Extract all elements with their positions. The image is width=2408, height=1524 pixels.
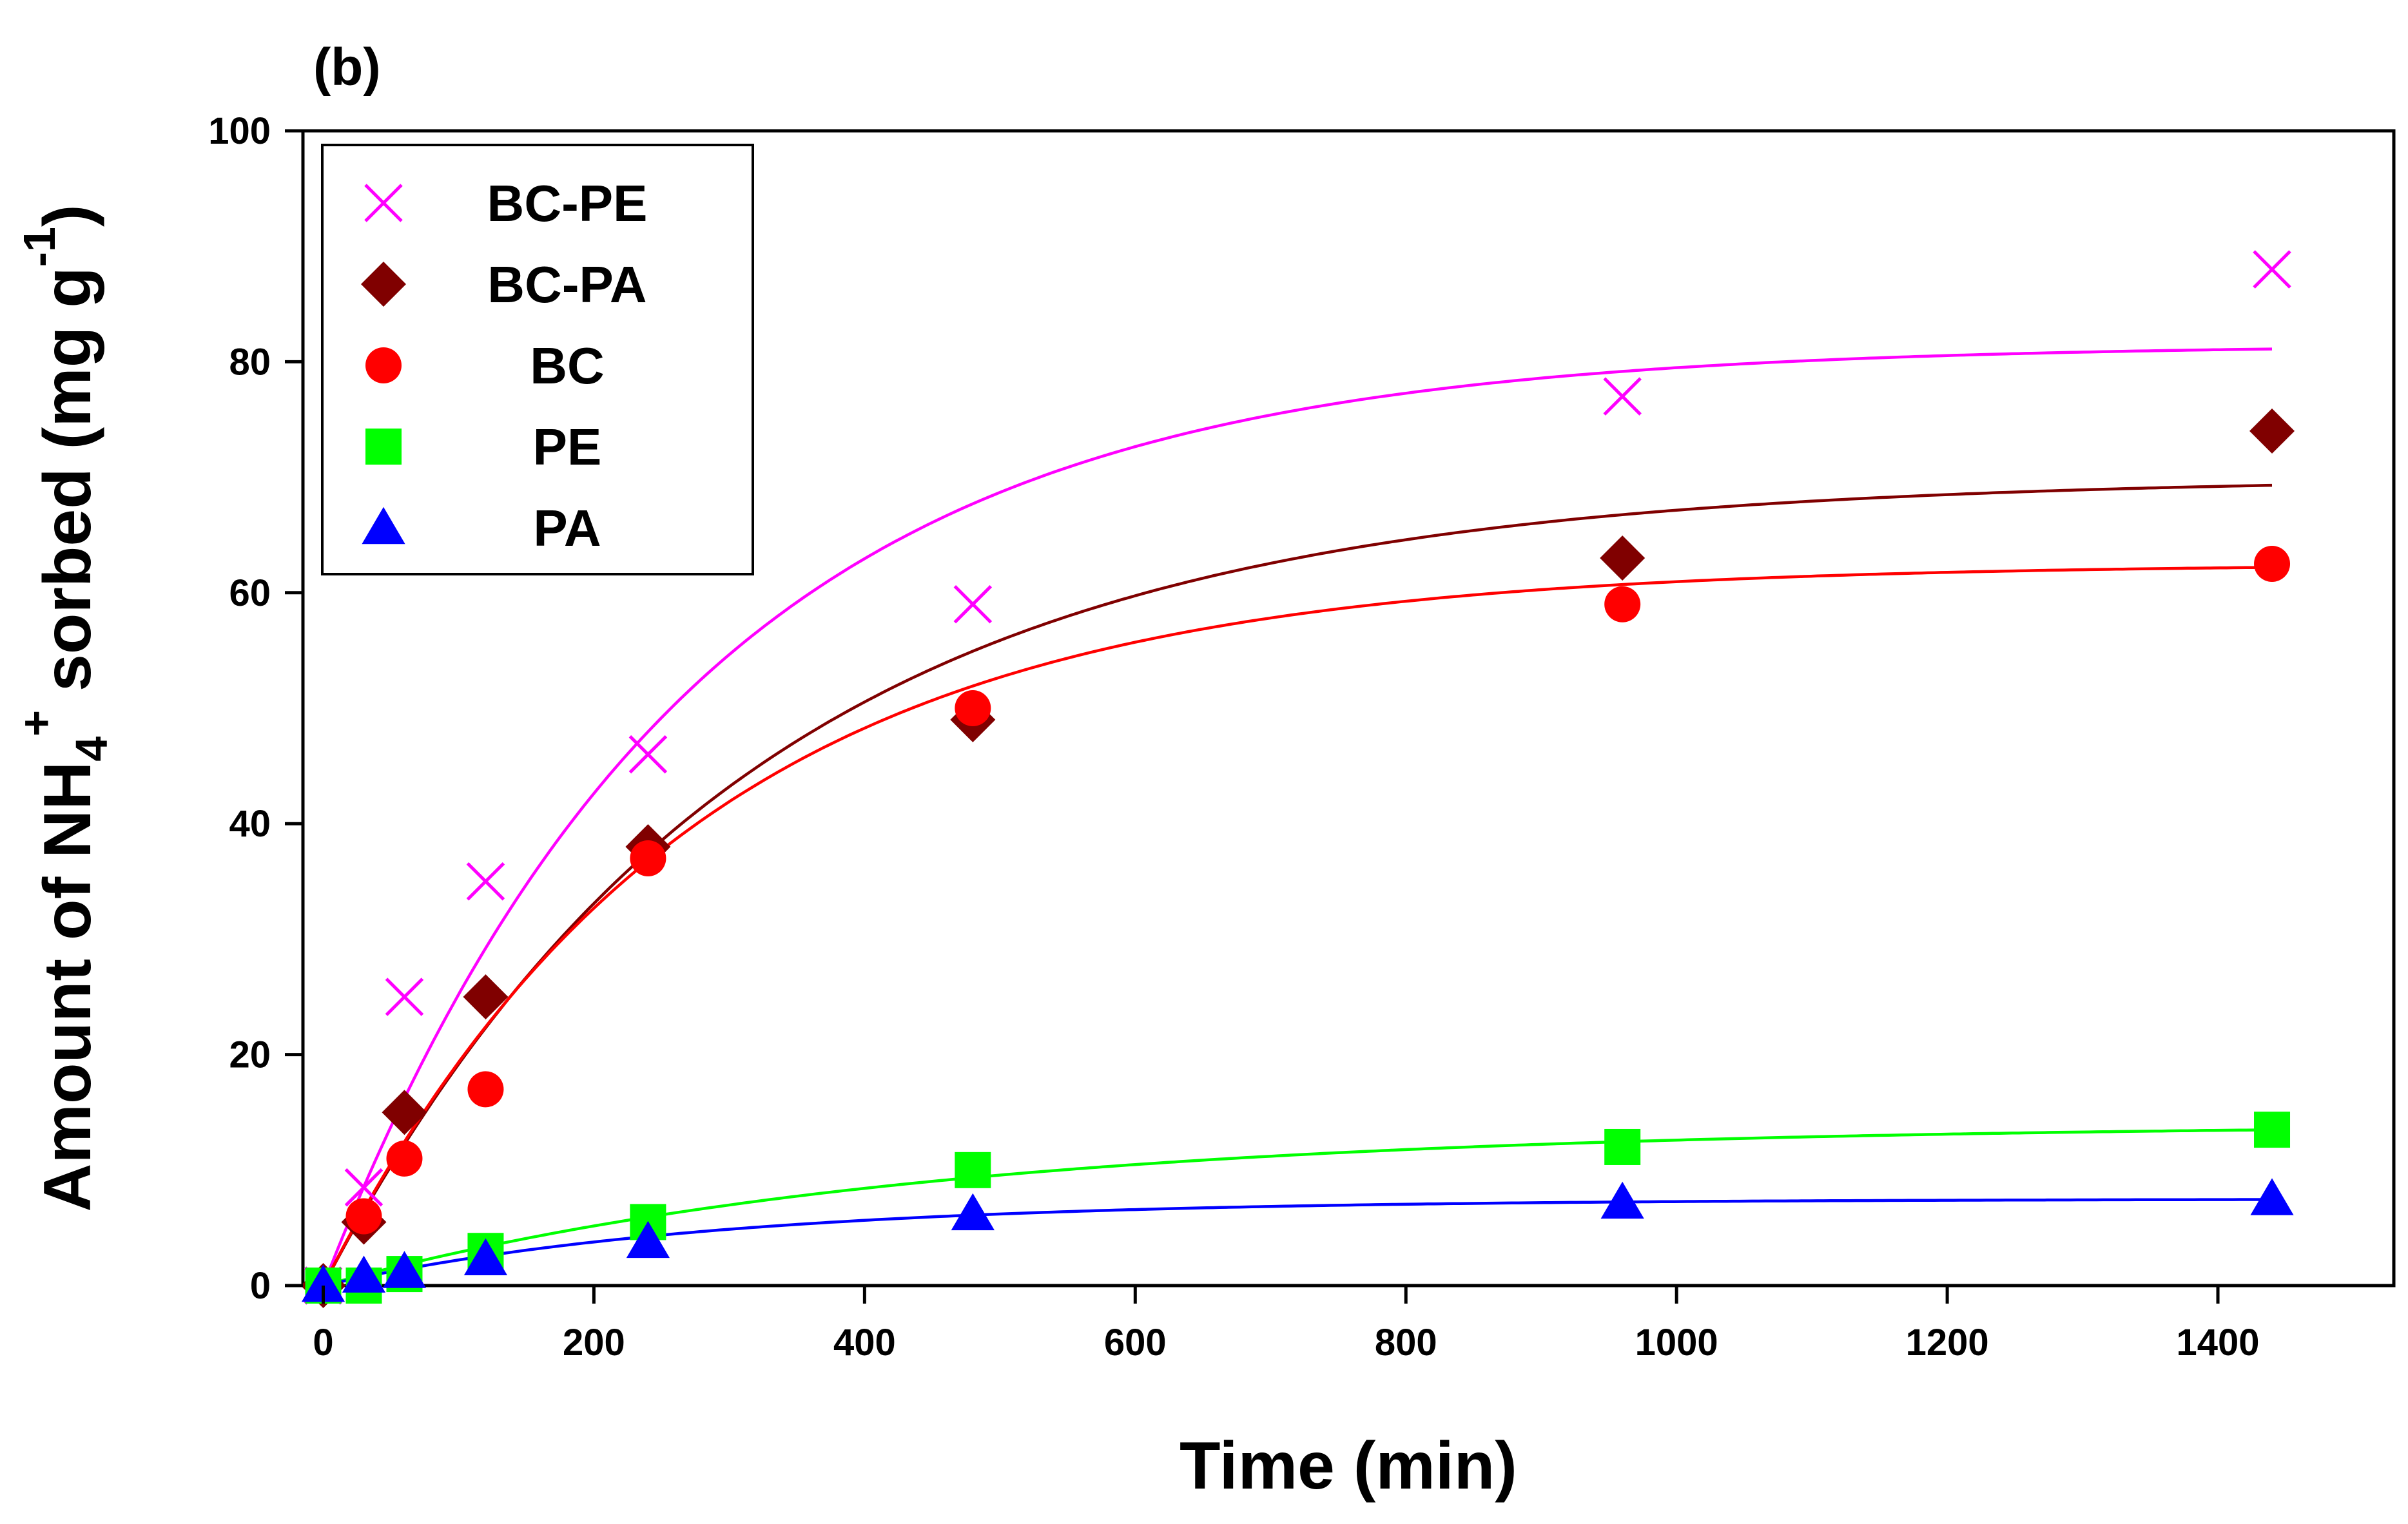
data-point [301, 1264, 345, 1302]
series-pe [305, 1112, 2291, 1304]
y-axis-title: Amount of NH4+ sorbed (mg g-1) [11, 204, 117, 1211]
data-point [463, 974, 509, 1019]
y-axis-title-middle: sorbed (mg g [30, 267, 105, 710]
data-point [2254, 1112, 2291, 1148]
data-point [953, 584, 993, 624]
data-markers [300, 250, 2295, 1308]
y-tick-label: 40 [229, 803, 271, 845]
data-point [385, 978, 424, 1016]
series-bc [305, 546, 2291, 1304]
x-tick-label: 600 [1104, 1322, 1167, 1364]
fit-curve-bc [322, 566, 2273, 1287]
data-point [955, 1152, 991, 1188]
x-tick-label: 0 [313, 1322, 333, 1364]
x-tick-label: 1400 [2177, 1322, 2260, 1364]
data-point [342, 1255, 386, 1293]
data-point [345, 1198, 382, 1235]
y-tick-label: 100 [208, 110, 271, 152]
x-tick-label: 1200 [1906, 1322, 1989, 1364]
x-axis: 0 200 400 600 800 1000 1200 1400 [313, 1286, 2260, 1364]
y-axis-title-exponent: -1 [14, 227, 64, 267]
y-axis-title-subscript: 4 [66, 737, 117, 762]
data-point [386, 1140, 423, 1177]
x-tick-label: 200 [563, 1322, 625, 1364]
y-tick-label: 60 [229, 572, 271, 614]
data-point [2253, 250, 2291, 289]
series-pa [301, 1178, 2294, 1302]
fit-curve-pa [323, 1198, 2272, 1288]
legend-label-pe: PE [533, 418, 602, 476]
legend-label-bc-pa: BC-PA [487, 256, 646, 313]
plot-frame [301, 129, 2396, 1288]
legend-label-pa: PA [533, 499, 601, 557]
data-point [626, 1220, 670, 1259]
data-point [955, 690, 991, 726]
x-tick-label: 1000 [1635, 1322, 1718, 1364]
legend-marker-pa [362, 506, 405, 545]
data-point [1600, 1181, 1644, 1219]
data-point [344, 1168, 384, 1207]
data-point [382, 1090, 427, 1135]
y-axis: 0 20 40 60 80 100 [208, 110, 303, 1307]
legend-label-bc-pe: BC-PE [487, 175, 648, 232]
y-tick-label: 20 [229, 1034, 271, 1076]
data-point [628, 735, 668, 774]
y-axis-title-suffix: ) [30, 204, 105, 227]
panel-label: (b) [313, 38, 381, 97]
data-point [1604, 586, 1641, 622]
data-point [951, 1193, 995, 1231]
data-point [2249, 408, 2295, 454]
x-tick-label: 400 [833, 1322, 896, 1364]
series-bc-pe [304, 250, 2291, 1305]
data-point [466, 862, 505, 901]
legend-marker-bc-pe [364, 184, 403, 222]
legend-marker-bc-pa [361, 262, 406, 307]
legend: BC-PE BC-PA BC PE PA [321, 144, 754, 575]
data-point [1604, 1128, 1641, 1165]
x-tick-label: 800 [1375, 1322, 1437, 1364]
y-tick-label: 80 [229, 341, 271, 383]
y-tick-label: 0 [250, 1265, 271, 1307]
fit-curve-pe [322, 1128, 2273, 1288]
data-point [2250, 1178, 2294, 1215]
legend-marker-pe [365, 429, 402, 465]
data-point [382, 1251, 427, 1288]
data-point [1603, 377, 1642, 416]
data-point [630, 840, 666, 876]
data-point [2254, 546, 2291, 582]
data-point [463, 1238, 508, 1275]
y-axis-title-prefix: Amount of NH [30, 762, 105, 1212]
data-point [1600, 535, 1646, 581]
fit-curve-bc-pa [322, 483, 2273, 1287]
legend-label-bc: BC [530, 337, 605, 394]
y-axis-title-superscript: + [11, 710, 61, 737]
x-axis-title: Time (min) [1180, 1429, 1517, 1503]
fit-curve-bc-pe [322, 347, 2273, 1286]
data-point [467, 1071, 504, 1108]
legend-marker-bc [365, 347, 402, 383]
